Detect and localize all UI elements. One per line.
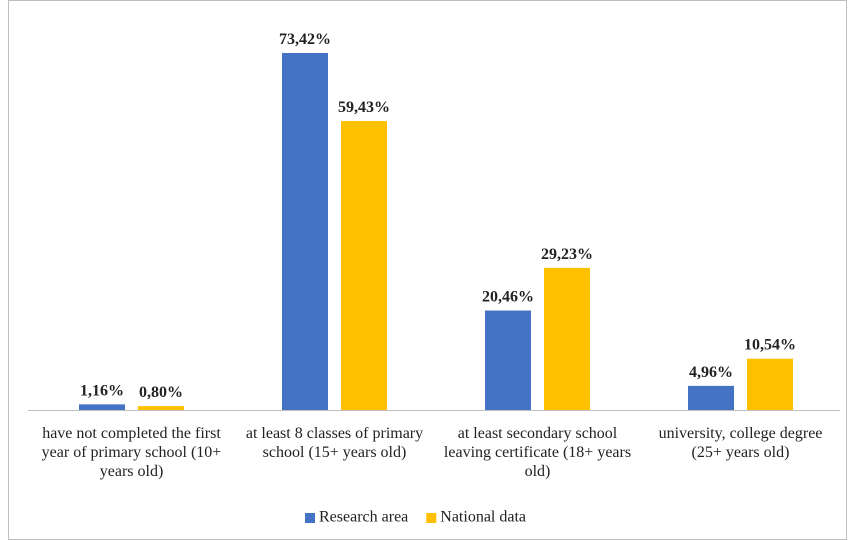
legend-swatch [305, 513, 315, 523]
x-tick-label: at least secondary school leaving certif… [443, 425, 632, 480]
bar [282, 53, 328, 410]
bar [485, 310, 531, 410]
x-tick-label: have not completed the first year of pri… [41, 425, 222, 480]
value-label: 10,54% [744, 337, 796, 354]
value-label: 73,42% [279, 31, 331, 48]
value-label: 29,23% [541, 246, 593, 263]
bar [747, 358, 793, 410]
bar [79, 404, 125, 410]
value-label: 4,96% [689, 364, 733, 381]
bar [544, 267, 590, 410]
value-label: 20,46% [482, 289, 534, 306]
legend-label: National data [440, 509, 526, 526]
x-tick-label: university, college degree (25+ years ol… [658, 425, 823, 461]
legend-swatch [426, 513, 437, 523]
bar [138, 406, 184, 410]
value-label: 0,80% [139, 384, 183, 401]
value-label: 59,43% [338, 99, 390, 116]
bar [341, 121, 387, 411]
legend-label: Research area [319, 509, 408, 526]
value-label: 1,16% [80, 382, 124, 399]
x-tick-label: at least 8 classes of primary school (15… [245, 425, 424, 461]
bar [688, 385, 734, 410]
